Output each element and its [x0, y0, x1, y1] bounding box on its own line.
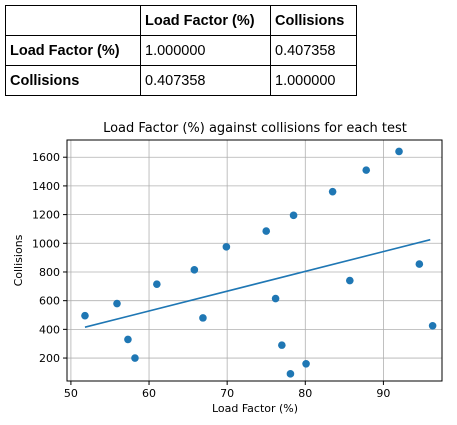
x-tick-label: 60	[142, 387, 156, 400]
scatter-point	[428, 321, 437, 330]
scatter-point	[131, 354, 139, 362]
scatter-point	[302, 359, 310, 368]
correlation-table: Load Factor (%) Collisions Load Factor (…	[5, 5, 357, 96]
y-tick-label: 1200	[32, 209, 60, 222]
plot-frame	[66, 139, 443, 382]
scatter-point	[278, 341, 286, 349]
y-tick-label: 600	[39, 295, 60, 308]
y-tick-label: 200	[39, 352, 60, 365]
column-header: Collisions	[270, 5, 357, 36]
scatter-point	[362, 166, 371, 174]
y-axis-label: Collisions	[12, 234, 25, 286]
scatter-point	[222, 243, 231, 251]
regression-line	[84, 238, 431, 328]
y-tick-label: 1000	[32, 237, 60, 250]
scatter-point	[289, 211, 298, 220]
table-header-row: Load Factor (%) Collisions	[5, 5, 357, 36]
scatter-point	[271, 294, 280, 303]
y-tick-label: 800	[39, 266, 60, 279]
x-tick-label: 90	[376, 387, 390, 400]
y-tick-label: 1400	[32, 180, 60, 193]
scatter-point	[113, 299, 121, 308]
table-cell: 0.407358	[140, 65, 271, 96]
scatter-point	[199, 314, 207, 322]
scatter-point	[262, 227, 271, 235]
scatter-point	[395, 147, 403, 156]
x-tick-label: 80	[298, 387, 312, 400]
y-tick-label: 1600	[32, 151, 60, 164]
scatter-point	[81, 311, 89, 320]
column-header: Load Factor (%)	[140, 5, 271, 36]
scatter-point	[415, 260, 424, 268]
x-tick-label: 50	[64, 387, 78, 400]
x-axis-ticks: 50 60 70 80 90	[64, 381, 390, 400]
y-tick-label: 400	[39, 323, 60, 336]
chart-title: Load Factor (%) against collisions for e…	[103, 121, 407, 136]
scatter-point	[190, 266, 199, 274]
scatter-point	[153, 280, 161, 288]
x-axis-label: Load Factor (%)	[212, 402, 298, 415]
table-cell: 0.407358	[270, 35, 357, 66]
x-tick-label: 70	[220, 387, 234, 400]
table-row: Collisions 0.407358 1.000000	[5, 65, 357, 96]
data-points	[81, 147, 437, 378]
scatter-point	[346, 276, 354, 285]
row-header: Collisions	[5, 65, 141, 96]
scatter-chart: Load Factor (%) against collisions for e…	[12, 121, 443, 415]
table-row: Load Factor (%) 1.000000 0.407358	[5, 35, 357, 66]
y-axis-ticks: 200 400 600 800 1000 1200 1400 1600	[32, 151, 67, 365]
table-corner-cell	[5, 5, 141, 36]
scatter-point	[124, 335, 132, 344]
grid-lines	[67, 140, 442, 381]
table-cell: 1.000000	[140, 35, 271, 66]
scatter-point	[286, 370, 295, 378]
row-header: Load Factor (%)	[5, 35, 141, 66]
table-cell: 1.000000	[270, 65, 357, 96]
scatter-point	[328, 187, 337, 196]
